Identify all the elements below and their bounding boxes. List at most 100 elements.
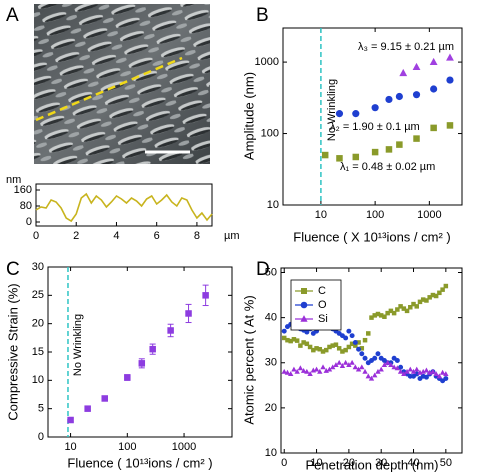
point [352, 153, 360, 161]
point [349, 341, 355, 347]
point [359, 351, 365, 357]
point [398, 364, 404, 370]
point [349, 359, 355, 365]
point [307, 371, 313, 377]
point [291, 366, 297, 372]
point [404, 308, 410, 314]
point [335, 110, 344, 118]
x-axis-title: Fluence ( X 10¹³ions / cm² ) [293, 229, 451, 244]
point [446, 76, 454, 84]
point [417, 299, 423, 305]
x-tick-label: 8 [194, 230, 200, 242]
point [375, 368, 381, 374]
panel-label: A [6, 5, 19, 26]
y-axis-title: Compressive Strain (%) [5, 283, 20, 420]
point [333, 342, 339, 347]
point [336, 359, 342, 365]
y-axis-unit: nm [6, 174, 21, 186]
plot-frame [282, 27, 463, 206]
y-tick-label: 40 [265, 312, 277, 324]
point [401, 306, 407, 311]
point [352, 339, 358, 345]
point [395, 92, 403, 101]
point [368, 375, 375, 381]
point [304, 368, 310, 374]
point [427, 295, 432, 300]
y-tick-label: 25 [32, 289, 44, 301]
y-tick-label: 30 [265, 357, 277, 369]
point [346, 362, 352, 368]
point [436, 373, 443, 379]
x-tick-label: 100 [118, 441, 136, 453]
point [397, 368, 404, 374]
x-tick-label: 1000 [172, 441, 196, 453]
point [430, 124, 437, 132]
annotation: λ₂ = 1.90 ± 0.1 µm [330, 121, 420, 133]
point [336, 346, 342, 351]
point [298, 343, 303, 348]
point [414, 366, 420, 372]
annotation: λ₃ = 9.15 ± 0.21 µm [358, 41, 454, 53]
point [317, 368, 323, 374]
point [372, 372, 378, 378]
point [423, 374, 429, 380]
y-tick-label: 0 [26, 216, 32, 228]
point [412, 62, 421, 71]
point [356, 340, 361, 345]
point [138, 360, 146, 367]
point [349, 333, 355, 339]
point [324, 347, 329, 353]
panel-label: C [6, 259, 20, 280]
point [399, 68, 408, 77]
point [311, 347, 316, 353]
legend-marker [300, 301, 308, 309]
point [439, 369, 446, 375]
point [446, 122, 454, 129]
afm-image [34, 4, 210, 164]
y-tick-label: 100 [261, 127, 279, 139]
point [352, 364, 359, 370]
point [285, 337, 290, 343]
point [343, 335, 349, 341]
point [124, 374, 131, 381]
profile-path [35, 56, 183, 122]
point [287, 371, 294, 377]
point [359, 364, 365, 370]
point [394, 358, 400, 363]
point [362, 368, 368, 374]
annotation: No Wrinkling [326, 79, 338, 141]
point [443, 283, 449, 289]
point [371, 148, 379, 156]
point [429, 57, 438, 66]
point [430, 368, 436, 374]
point [371, 104, 379, 112]
point [288, 338, 293, 344]
x-axis-unit: µm [224, 230, 240, 242]
point [437, 290, 442, 296]
x-tick-label: 6 [154, 230, 160, 242]
x-tick-label: 10 [64, 441, 76, 453]
point [443, 371, 449, 377]
point [408, 305, 413, 310]
point [382, 314, 387, 319]
y-axis-title: Amplitude (nm) [241, 72, 256, 160]
legend-marker [301, 288, 307, 294]
point [301, 340, 306, 345]
legend-label: O [318, 299, 327, 311]
annotation: λ₁ = 0.48 ± 0.02 µm [340, 161, 435, 173]
point [388, 362, 394, 368]
point [420, 297, 426, 302]
point [167, 327, 174, 334]
point [340, 349, 345, 354]
point [291, 337, 297, 342]
point [440, 287, 445, 292]
point [395, 307, 400, 312]
point [375, 311, 381, 317]
y-tick-label: 5 [38, 403, 44, 415]
plot-frame [35, 183, 213, 227]
y-tick-label: 80 [20, 200, 32, 212]
y-tick-label: 160 [14, 184, 32, 196]
x-tick-label: 0 [281, 457, 287, 469]
panel-label: B [256, 5, 269, 26]
